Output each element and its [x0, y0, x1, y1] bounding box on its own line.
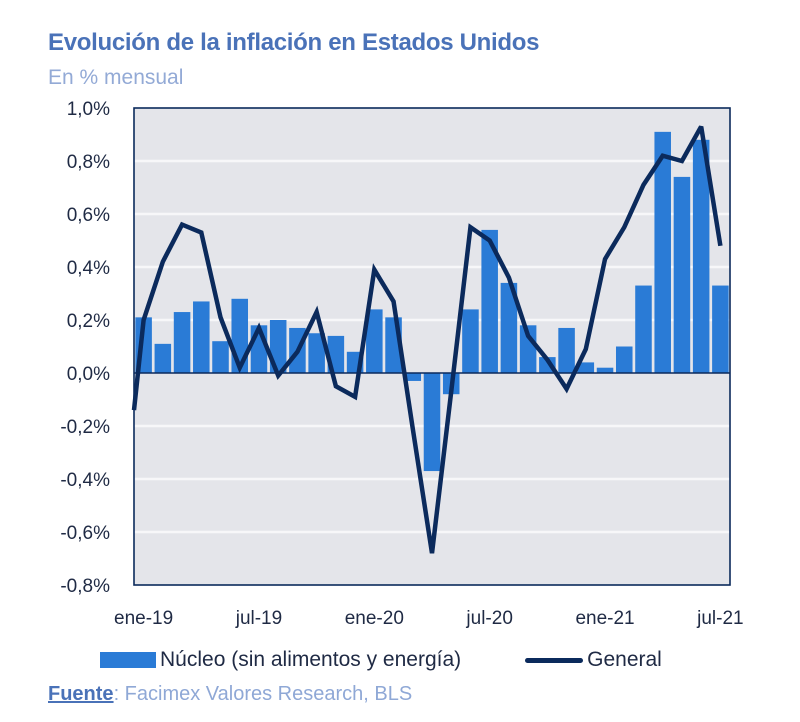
bar-mar-20: [404, 373, 422, 381]
y-tick-label: -0,6%: [60, 523, 110, 544]
bar-ene-20: [366, 309, 383, 373]
source-label: Fuente: [48, 683, 114, 705]
x-tick-label: jul-19: [235, 608, 282, 629]
legend-line-label: General: [587, 648, 662, 671]
y-tick-label: 0,4%: [67, 258, 110, 279]
legend-bar-swatch: [100, 652, 156, 668]
y-tick-label: 0,2%: [67, 311, 110, 332]
x-tick-label: jul-20: [465, 608, 512, 629]
bar-jun-21: [692, 139, 710, 373]
bar-jul-20: [481, 229, 498, 373]
source-text: : Facimex Valores Research, BLS: [113, 683, 413, 705]
bar-abr-19: [193, 301, 210, 373]
legend-line-swatch: [525, 657, 584, 663]
y-tick-label: -0,4%: [60, 470, 110, 491]
chart-title: Evolución de la inflación en Estados Uni…: [48, 29, 540, 56]
bar-nov-20: [558, 327, 575, 373]
y-tick-label: 0,8%: [67, 152, 110, 173]
x-tick-label: ene-19: [114, 608, 173, 629]
bar-ago-20: [500, 282, 518, 373]
bar-mar-21: [635, 285, 652, 373]
bar-may-21: [673, 176, 691, 373]
bar-dic-20: [577, 362, 595, 373]
bar-abr-21: [654, 131, 671, 373]
chart-subtitle: En % mensual: [48, 66, 184, 89]
y-tick-label: 1,0%: [67, 99, 110, 120]
legend: Núcleo (sin alimentos y energía) General: [100, 648, 662, 672]
x-tick-label: jul-21: [696, 608, 743, 629]
chart-svg: -0,8% -0,6% -0,4% -0,2% 0,0% 0,2% 0,4% 0,6% 0,8%…: [60, 99, 743, 629]
y-tick-label: 0,0%: [67, 364, 110, 385]
bar-feb-19: [154, 343, 172, 373]
bar-mar-19: [173, 312, 191, 373]
plot-frame: [133, 107, 731, 586]
y-tick-label: -0,2%: [60, 417, 110, 438]
source-note: Fuente: Facimex Valores Research, BLS: [48, 683, 412, 706]
bar-jul-21: [712, 285, 729, 373]
x-tick-label: ene-21: [575, 608, 634, 629]
bar-feb-21: [615, 346, 633, 373]
y-tick-label: -0,8%: [60, 576, 110, 597]
bar-oct-19: [308, 333, 325, 373]
x-tick-label: ene-20: [345, 608, 404, 629]
bar-abr-20: [423, 373, 441, 472]
legend-bars-label: Núcleo (sin alimentos y energía): [160, 648, 462, 671]
bar-ene-21: [596, 367, 614, 373]
bar-sep-20: [519, 325, 537, 373]
bar-jun-20: [462, 309, 479, 373]
bar-may-19: [212, 341, 229, 373]
line-series-general: [131, 125, 723, 554]
y-tick-label: 0,6%: [67, 205, 110, 226]
